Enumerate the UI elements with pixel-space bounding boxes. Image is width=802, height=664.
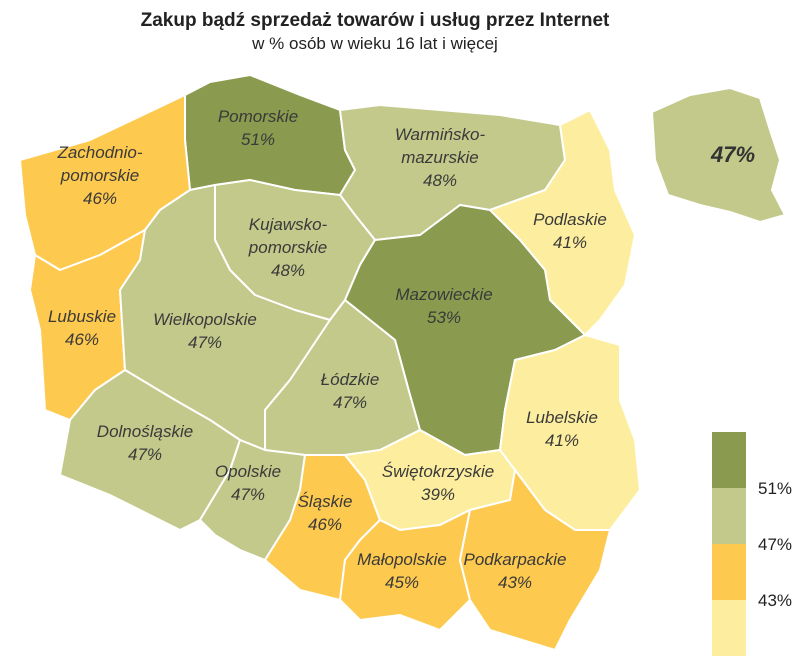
region-name: Małopolskie: [357, 550, 447, 569]
region-value: 47%: [333, 393, 367, 412]
legend-swatch: [712, 432, 746, 488]
region-value: 41%: [545, 431, 579, 450]
region-name: Świętokrzyskie: [382, 462, 494, 481]
region-name: Łódzkie: [321, 370, 380, 389]
region-name: Podlaskie: [533, 210, 607, 229]
region: [459, 469, 611, 651]
region-value: 47%: [231, 485, 265, 504]
region-name: Opolskie: [215, 462, 281, 481]
legend-label: 51%: [758, 479, 792, 498]
region-name: Dolnośląskie: [97, 422, 193, 441]
legend-swatch: [712, 544, 746, 600]
region-value: 53%: [427, 308, 461, 327]
region-name: Śląskie: [298, 492, 353, 511]
region-name: Podkarpackie: [463, 550, 566, 569]
legend-label: 47%: [758, 535, 792, 554]
region-value: 46%: [83, 189, 117, 208]
region-value: 46%: [65, 330, 99, 349]
region-value: 39%: [421, 485, 455, 504]
region-value: 43%: [498, 573, 532, 592]
region-value: 45%: [385, 573, 419, 592]
national-shape: [651, 87, 786, 223]
region-name: Lubelskie: [526, 408, 598, 427]
region-name: Pomorskie: [218, 107, 298, 126]
region-name: Warmińsko-mazurskie: [395, 125, 486, 167]
region-value: 47%: [188, 333, 222, 352]
region-name: Kujawsko-pomorskie: [248, 215, 328, 257]
region-value: 48%: [423, 171, 457, 190]
legend-label: 43%: [758, 591, 792, 610]
region-value: 51%: [241, 130, 275, 149]
region-name: Wielkopolskie: [153, 310, 257, 329]
region-name: Mazowieckie: [395, 285, 492, 304]
region-name: Zachodnio-pomorskie: [56, 143, 142, 185]
map-subtitle: w % osób w wieku 16 lat i więcej: [251, 34, 498, 53]
region-value: 41%: [553, 233, 587, 252]
region-value: 48%: [271, 261, 305, 280]
region-name: Lubuskie: [48, 307, 116, 326]
region: [499, 334, 641, 531]
legend-swatch: [712, 488, 746, 544]
region: [339, 509, 471, 631]
legend-swatch: [712, 600, 746, 656]
region-value: 47%: [128, 445, 162, 464]
national-label: 47%: [710, 142, 755, 167]
region-value: 46%: [308, 515, 342, 534]
map-title: Zakup bądź sprzedaż towarów i usług prze…: [141, 10, 610, 31]
